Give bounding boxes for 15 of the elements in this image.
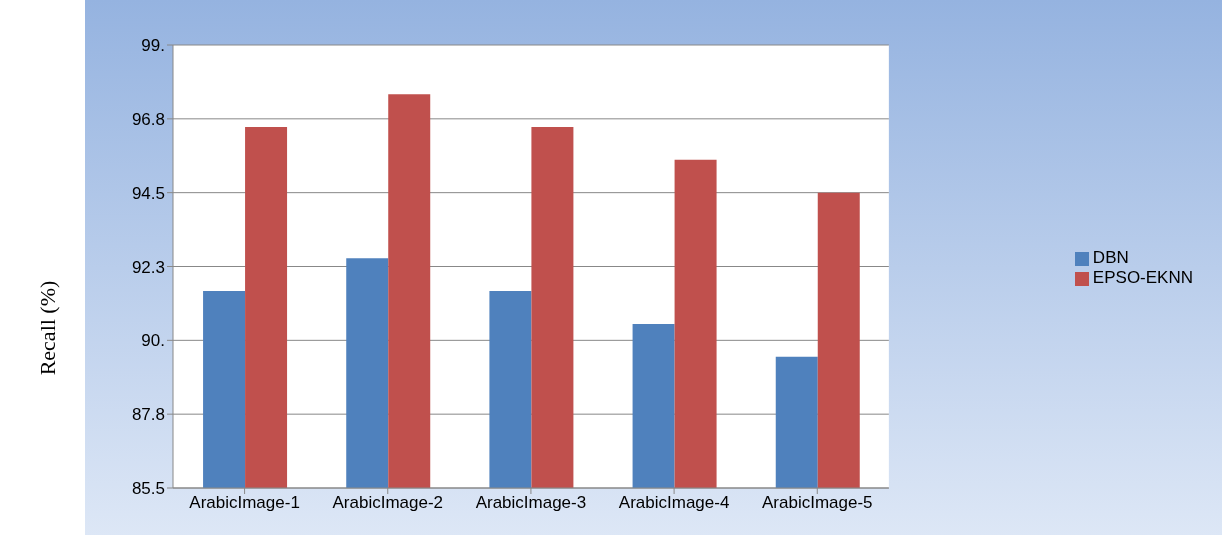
y-tick-label: 85.5 <box>131 479 165 499</box>
y-tick-label: 92.3 <box>131 257 165 277</box>
x-tick-label: ArabicImage-5 <box>761 493 873 513</box>
y-tick-label: 99. <box>141 36 165 56</box>
y-tick-label: 90. <box>141 331 165 351</box>
y-tick-label: 94.5 <box>131 183 165 203</box>
y-tick-label: 87.8 <box>131 405 165 425</box>
y-axis-title: Recall (%) <box>35 280 61 376</box>
x-tick-label: ArabicImage-1 <box>189 493 300 513</box>
y-tick-label: 96.8 <box>131 109 165 129</box>
x-tick-label: ArabicImage-3 <box>475 493 587 513</box>
x-tick-label: ArabicImage-4 <box>618 493 730 513</box>
x-tick-label: ArabicImage-2 <box>332 493 444 513</box>
legend-label: EPSO-EKNN <box>1092 268 1193 287</box>
legend-label: DBN <box>1092 248 1129 267</box>
